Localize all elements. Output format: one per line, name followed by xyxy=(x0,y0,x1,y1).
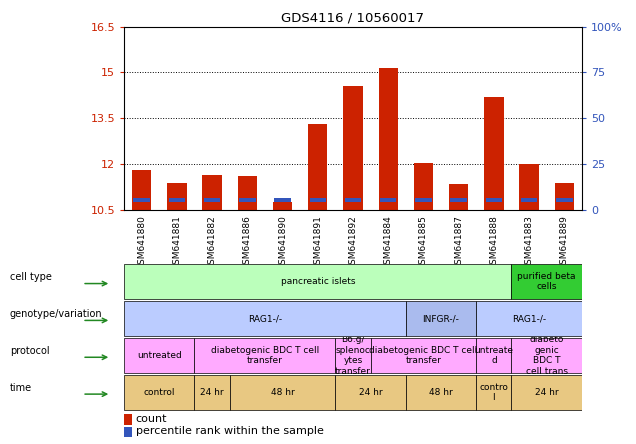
Text: diabeto
genic
BDC T
cell trans: diabeto genic BDC T cell trans xyxy=(526,335,568,376)
Text: B6.g/
splenoc
ytes
transfer: B6.g/ splenoc ytes transfer xyxy=(335,335,371,376)
Bar xyxy=(476,301,582,336)
Bar xyxy=(124,301,406,336)
Text: diabetogenic BDC T cell
transfer: diabetogenic BDC T cell transfer xyxy=(370,346,478,365)
Bar xyxy=(230,375,335,410)
Text: genotype/variation: genotype/variation xyxy=(10,309,102,319)
Bar xyxy=(308,124,328,210)
Text: time: time xyxy=(10,383,32,393)
Text: purified beta
cells: purified beta cells xyxy=(518,272,576,291)
Bar xyxy=(345,198,361,202)
Bar xyxy=(520,164,539,210)
Text: count: count xyxy=(135,414,167,424)
Text: untreated: untreated xyxy=(137,351,182,360)
Bar xyxy=(555,182,574,210)
Bar xyxy=(195,338,335,373)
Bar xyxy=(378,68,398,210)
Bar xyxy=(414,163,433,210)
Bar xyxy=(132,170,151,210)
Bar xyxy=(335,375,406,410)
Text: diabetogenic BDC T cell
transfer: diabetogenic BDC T cell transfer xyxy=(211,346,319,365)
Bar xyxy=(167,182,186,210)
Text: 24 hr: 24 hr xyxy=(200,388,224,397)
Bar xyxy=(406,375,476,410)
Bar xyxy=(343,86,363,210)
Bar xyxy=(310,198,326,202)
Text: 24 hr: 24 hr xyxy=(359,388,382,397)
Bar xyxy=(124,375,195,410)
Bar xyxy=(449,184,468,210)
Text: RAG1-/-: RAG1-/- xyxy=(248,314,282,323)
Bar xyxy=(450,198,467,202)
Bar xyxy=(195,375,230,410)
Bar xyxy=(124,414,132,424)
Bar xyxy=(273,202,292,210)
Bar xyxy=(415,198,432,202)
Bar xyxy=(511,338,582,373)
Title: GDS4116 / 10560017: GDS4116 / 10560017 xyxy=(282,11,424,24)
Text: 48 hr: 48 hr xyxy=(271,388,294,397)
Bar xyxy=(556,198,572,202)
Bar xyxy=(406,301,476,336)
Text: 24 hr: 24 hr xyxy=(535,388,558,397)
Text: RAG1-/-: RAG1-/- xyxy=(512,314,546,323)
Text: INFGR-/-: INFGR-/- xyxy=(422,314,459,323)
Bar xyxy=(511,264,582,299)
Bar xyxy=(476,375,511,410)
Bar xyxy=(134,198,150,202)
Bar xyxy=(239,198,256,202)
Text: untreate
d: untreate d xyxy=(474,346,513,365)
Bar xyxy=(371,338,476,373)
Text: contro
l: contro l xyxy=(480,383,508,402)
Bar xyxy=(124,264,511,299)
Bar xyxy=(521,198,537,202)
Bar xyxy=(124,338,195,373)
Bar xyxy=(274,198,291,202)
Text: protocol: protocol xyxy=(10,346,50,356)
Bar xyxy=(204,198,220,202)
Bar xyxy=(476,338,511,373)
Text: percentile rank within the sample: percentile rank within the sample xyxy=(135,427,324,436)
Bar xyxy=(169,198,185,202)
Bar xyxy=(511,375,582,410)
Bar xyxy=(335,338,371,373)
Text: cell type: cell type xyxy=(10,272,52,282)
Bar xyxy=(202,175,222,210)
Text: 48 hr: 48 hr xyxy=(429,388,453,397)
Bar xyxy=(486,198,502,202)
Bar xyxy=(484,97,504,210)
Bar xyxy=(238,176,257,210)
Bar xyxy=(380,198,396,202)
Text: control: control xyxy=(144,388,175,397)
Bar xyxy=(124,427,132,437)
Text: pancreatic islets: pancreatic islets xyxy=(280,277,355,286)
